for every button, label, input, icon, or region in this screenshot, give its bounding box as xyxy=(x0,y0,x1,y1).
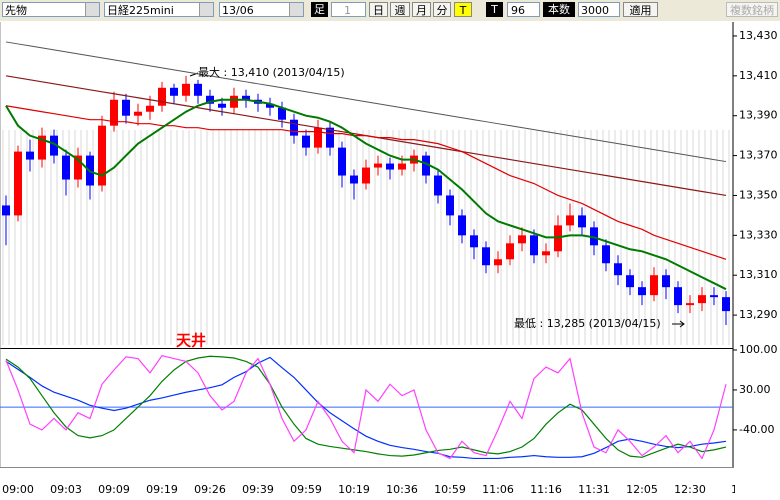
x-tick-label: 12:05 xyxy=(626,483,658,496)
multi-button[interactable]: 複数銘柄 xyxy=(726,2,778,17)
x-tick-label: 09:39 xyxy=(242,483,274,496)
y-tick-label: 13,390 xyxy=(739,109,778,122)
candle-body xyxy=(530,235,538,255)
candle-body xyxy=(482,247,490,265)
candle-body xyxy=(710,295,718,297)
y-tick-label: 13,350 xyxy=(739,188,778,201)
candle-body xyxy=(362,168,370,184)
candle-body xyxy=(578,215,586,227)
y-tick-label: 13,430 xyxy=(739,29,778,42)
y-tick-label: 13,410 xyxy=(739,69,778,82)
candle-body xyxy=(122,100,130,116)
candle-body xyxy=(350,176,358,184)
candle-body xyxy=(650,275,658,295)
x-tick-label: 11:31 xyxy=(578,483,610,496)
candle-body xyxy=(230,96,238,108)
x-tick-label: 09:09 xyxy=(98,483,130,496)
tick-box: T xyxy=(486,2,503,17)
chart: 13,290 13,310 13,330 13,350 13,370 13,390 13,4… xyxy=(0,21,780,500)
candle-body xyxy=(2,205,10,215)
week-button[interactable]: 週 xyxy=(390,2,410,17)
count-total-input[interactable]: 3000 xyxy=(578,2,620,17)
y-tick-label: 13,370 xyxy=(739,149,778,162)
x-tick-label: 09:19 xyxy=(146,483,178,496)
x-tick-label: 09:59 xyxy=(290,483,322,496)
x-tick-label: 10:36 xyxy=(386,483,418,496)
candle-body xyxy=(290,120,298,136)
x-tick-label: 09:26 xyxy=(194,483,226,496)
symbol-select[interactable]: 日経225mini xyxy=(104,2,214,17)
x-tick-label: 09:00 xyxy=(2,483,34,496)
candle-body xyxy=(170,88,178,96)
y-tick-label: 13,290 xyxy=(739,308,778,321)
candle-body xyxy=(518,235,526,243)
y-tick-label: 30.00 xyxy=(739,383,771,396)
tick-button[interactable]: T xyxy=(454,2,472,17)
candle-body xyxy=(134,112,142,116)
candle-body xyxy=(146,106,154,112)
candle-body xyxy=(458,215,466,235)
candle-body xyxy=(314,128,322,148)
candle-body xyxy=(26,152,34,160)
annotation: 最大 : 13,410 (2013/04/15) xyxy=(198,65,345,79)
candle-body xyxy=(674,287,682,305)
x-tick-label: 09:03 xyxy=(50,483,82,496)
x-tick-label: 10:19 xyxy=(338,483,370,496)
candle-body xyxy=(62,156,70,180)
apply-button[interactable]: 適用 xyxy=(623,2,658,17)
candle-body xyxy=(398,164,406,170)
candle-body xyxy=(446,195,454,215)
candle-body xyxy=(662,275,670,287)
candle-body xyxy=(542,251,550,255)
candle-body xyxy=(434,176,442,196)
bar-size-input[interactable]: 1 xyxy=(331,2,366,17)
candle-body xyxy=(158,88,166,106)
annotation: 天井 xyxy=(176,332,206,350)
contract-select[interactable]: 13/06 xyxy=(219,2,304,17)
candle-body xyxy=(722,297,730,311)
symbol-type-select[interactable]: 先物 xyxy=(2,2,100,17)
candle-body xyxy=(386,164,394,170)
candle-body xyxy=(614,263,622,275)
x-tick-label: 11:16 xyxy=(530,483,562,496)
candle-body xyxy=(374,164,382,168)
minute-button[interactable]: 分 xyxy=(433,2,451,17)
candle-body xyxy=(686,303,694,305)
count-value-input[interactable]: 96 xyxy=(507,2,540,17)
candle-body xyxy=(218,104,226,108)
candle-body xyxy=(638,287,646,295)
x-tick-label: 12:30 xyxy=(674,483,706,496)
candle-body xyxy=(566,215,574,225)
y-tick-label: 13,330 xyxy=(739,228,778,241)
month-button[interactable]: 月 xyxy=(412,2,431,17)
toolbar: 先物 日経225mini 13/06 足 1 日 週 月 分 T T 96 本数… xyxy=(0,0,780,21)
candle-body xyxy=(698,295,706,303)
annotation: 最低 : 13,285 (2013/04/15) xyxy=(514,317,661,330)
candle-body xyxy=(602,245,610,263)
candle-body xyxy=(338,148,346,176)
candle-body xyxy=(470,235,478,247)
x-tick-label: 10:59 xyxy=(434,483,466,496)
candle-body xyxy=(194,84,202,96)
candle-body xyxy=(302,136,310,148)
candle-body xyxy=(182,84,190,96)
count-label: 本数 xyxy=(543,2,575,17)
candle-body xyxy=(626,275,634,287)
day-button[interactable]: 日 xyxy=(369,2,388,17)
candle-body xyxy=(506,243,514,259)
bar-label: 足 xyxy=(311,2,328,17)
y-tick-label: 100.00 xyxy=(739,343,778,356)
candle-body xyxy=(14,152,22,216)
candle-body xyxy=(494,259,502,265)
y-tick-label: -40.00 xyxy=(739,423,774,436)
x-tick-label: 11:06 xyxy=(482,483,514,496)
y-tick-label: 13,310 xyxy=(739,268,778,281)
